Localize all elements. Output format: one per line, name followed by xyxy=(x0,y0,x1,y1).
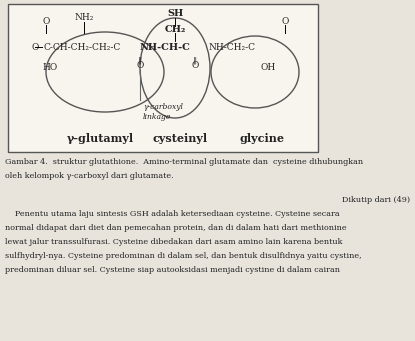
Text: O: O xyxy=(31,43,39,51)
Text: ‖: ‖ xyxy=(193,56,197,64)
Text: O: O xyxy=(42,17,50,27)
Text: predominan diluar sel. Cysteine siap autooksidasi menjadi cystine di dalam caira: predominan diluar sel. Cysteine siap aut… xyxy=(5,266,340,274)
Text: cysteinyl: cysteinyl xyxy=(152,133,208,144)
Text: Penentu utama laju sintesis GSH adalah ketersediaan cysteine. Cysteine secara: Penentu utama laju sintesis GSH adalah k… xyxy=(5,210,339,218)
Text: glycine: glycine xyxy=(239,133,285,144)
Text: γ-glutamyl: γ-glutamyl xyxy=(66,133,134,144)
Text: O: O xyxy=(281,17,289,27)
Text: HO: HO xyxy=(42,63,57,73)
Text: Dikutip dari (49): Dikutip dari (49) xyxy=(342,196,410,204)
Text: SH: SH xyxy=(167,10,183,18)
Text: normal didapat dari diet dan pemecahan protein, dan di dalam hati dari methionin: normal didapat dari diet dan pemecahan p… xyxy=(5,224,347,232)
Text: NH-CH₂-C: NH-CH₂-C xyxy=(208,43,255,51)
Text: ‖: ‖ xyxy=(138,56,142,64)
Text: C-CH-CH₂-CH₂-C: C-CH-CH₂-CH₂-C xyxy=(43,43,120,51)
Text: CH₂: CH₂ xyxy=(164,25,186,33)
Text: sulfhydryl-nya. Cysteine predominan di dalam sel, dan bentuk disulfidnya yaitu c: sulfhydryl-nya. Cysteine predominan di d… xyxy=(5,252,361,260)
Text: O: O xyxy=(191,61,199,71)
Text: O: O xyxy=(136,61,144,71)
Bar xyxy=(8,4,318,152)
Text: γ-carboxyl
linkage: γ-carboxyl linkage xyxy=(143,103,183,121)
Text: NH-CH-C: NH-CH-C xyxy=(140,43,191,51)
Text: lewat jalur transsulfurasi. Cysteine dibedakan dari asam amino lain karena bentu: lewat jalur transsulfurasi. Cysteine dib… xyxy=(5,238,342,246)
Text: OH: OH xyxy=(260,63,275,73)
Text: Gambar 4.  struktur glutathione.  Amino-terminal glutamate dan  cysteine dihubun: Gambar 4. struktur glutathione. Amino-te… xyxy=(5,158,363,166)
Text: NH₂: NH₂ xyxy=(74,14,94,23)
Text: oleh kelompok γ-carboxyl dari glutamate.: oleh kelompok γ-carboxyl dari glutamate. xyxy=(5,172,173,180)
